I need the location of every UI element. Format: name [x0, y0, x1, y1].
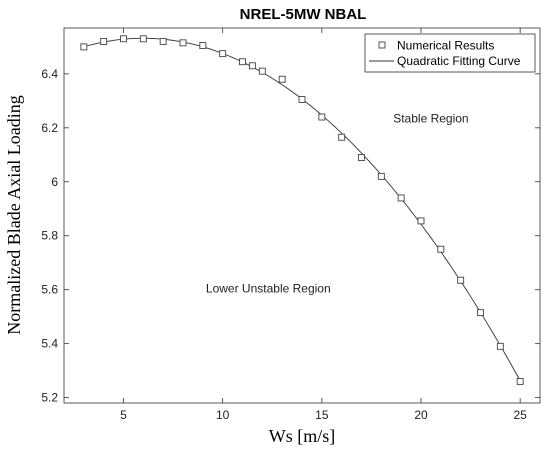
- x-axis-ticks: 5 10 15 20 25: [120, 28, 527, 422]
- y-tick-label: 5.4: [41, 337, 58, 351]
- y-tick-label: 5.2: [41, 391, 58, 405]
- legend-box: [364, 33, 536, 73]
- data-point-numerical-result: [457, 276, 465, 284]
- legend: Numerical Results Quadratic Fitting Curv…: [364, 33, 536, 73]
- data-point-numerical-result: [248, 62, 256, 70]
- legend-marker-square-icon: [378, 41, 386, 49]
- data-point-numerical-result: [298, 96, 306, 103]
- y-tick-label: 6: [51, 175, 58, 189]
- y-tick-label: 5.8: [41, 229, 58, 243]
- annotation-stable-region: Stable Region: [393, 111, 468, 125]
- x-axis-label: Ws [m/s]: [269, 426, 336, 446]
- data-point-numerical-result: [100, 38, 108, 45]
- data-point-numerical-result: [516, 377, 524, 385]
- legend-label-quadratic-fitting-curve: Quadratic Fitting Curve: [397, 54, 521, 68]
- data-point-numerical-result: [159, 38, 167, 45]
- annotation-lower-unstable-region: Lower Unstable Region: [206, 281, 331, 295]
- y-tick-label: 5.6: [41, 283, 58, 297]
- series-layer: [80, 35, 524, 385]
- data-point-numerical-result: [199, 42, 207, 49]
- data-point-numerical-result: [477, 309, 484, 317]
- x-tick-label: 25: [513, 408, 527, 422]
- data-point-numerical-result: [80, 43, 88, 51]
- data-point-numerical-result: [179, 39, 187, 47]
- y-axis-label: Normalized Blade Axial Loading: [4, 95, 24, 334]
- data-point-numerical-result: [358, 154, 365, 161]
- x-tick-label: 10: [216, 408, 230, 422]
- y-tick-label: 6.4: [41, 67, 58, 81]
- data-point-numerical-result: [417, 217, 425, 225]
- data-point-numerical-result: [377, 172, 385, 180]
- y-axis-ticks: 5.2 5.4 5.6 5.8 6 6.2 6.4: [41, 67, 540, 405]
- x-tick-label: 15: [315, 408, 329, 422]
- data-point-numerical-result: [496, 342, 504, 350]
- data-point-numerical-result: [120, 35, 127, 43]
- series-line-quadratic-fitting-curve: [83, 37, 521, 381]
- data-point-numerical-result: [258, 67, 266, 75]
- data-point-numerical-result: [278, 75, 286, 83]
- data-point-numerical-result: [139, 35, 147, 43]
- legend-label-numerical-results: Numerical Results: [397, 39, 494, 53]
- plot-area-frame: [63, 27, 541, 404]
- x-tick-label: 5: [120, 408, 127, 422]
- data-point-numerical-result: [219, 50, 227, 58]
- data-point-numerical-result: [338, 133, 346, 141]
- y-tick-label: 6.2: [41, 121, 58, 135]
- data-point-numerical-result: [239, 58, 246, 66]
- data-point-numerical-result: [397, 194, 405, 202]
- chart-title: NREL-5MW NBAL: [240, 6, 367, 23]
- data-point-numerical-result: [437, 245, 445, 253]
- x-tick-label: 20: [414, 408, 428, 422]
- data-point-numerical-result: [318, 113, 326, 121]
